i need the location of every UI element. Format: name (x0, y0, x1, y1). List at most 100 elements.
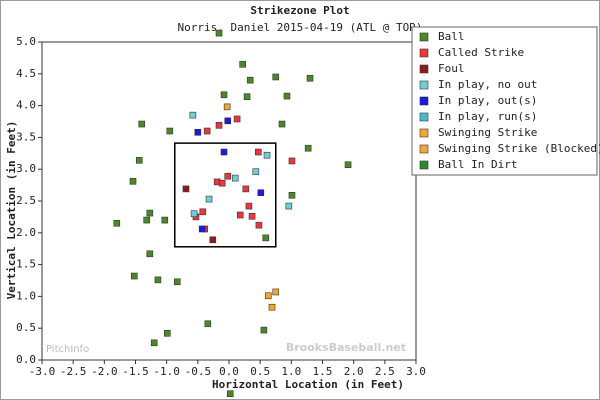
pitch-marker (190, 210, 198, 218)
plot-area (41, 41, 417, 361)
pitch-marker (242, 185, 250, 193)
x-tick-label: 1.5 (313, 365, 333, 378)
pitch-marker (262, 234, 270, 242)
y-axis-label: Vertical Location (in Feet) (5, 121, 18, 300)
chart-title: Strikezone Plot (250, 4, 349, 17)
pitch-marker (135, 156, 143, 164)
y-tick-label: 4.0 (16, 99, 36, 112)
pitch-marker (198, 225, 206, 233)
pitch-marker (113, 219, 121, 227)
x-tick-label: -1.5 (122, 365, 149, 378)
pitch-marker (138, 120, 146, 128)
pitch-marker (150, 339, 158, 347)
x-tick-label: 0.0 (219, 365, 239, 378)
legend-label: Ball (438, 30, 465, 43)
legend-label: Swinging Strike (Blocked) (438, 142, 600, 155)
pitch-marker (194, 129, 202, 136)
pitch-marker (224, 172, 232, 180)
pitch-marker (288, 191, 296, 199)
x-tick-label: 3.0 (406, 365, 426, 378)
y-tick-label: 0.0 (16, 353, 36, 366)
legend-swatch (419, 144, 429, 154)
pitch-marker (239, 60, 247, 68)
pitch-marker (223, 103, 231, 111)
pitch-marker (220, 148, 228, 156)
legend-swatch (419, 32, 429, 42)
pitch-marker (252, 168, 260, 176)
pitch-marker (233, 115, 241, 123)
pitch-marker (278, 120, 286, 128)
y-tick-label: 4.5 (16, 67, 36, 80)
pitch-marker (215, 29, 223, 37)
x-tick-label: -0.5 (185, 365, 212, 378)
pitch-marker (215, 122, 223, 129)
legend-label: In play, no out (438, 78, 537, 91)
pitch-marker (154, 276, 162, 284)
pitch-marker (166, 127, 174, 135)
legend-label: In play, run(s) (438, 110, 537, 123)
pitch-marker (224, 117, 232, 125)
pitch-marker (146, 209, 154, 217)
pitch-marker (283, 92, 291, 100)
x-axis-label: Horizontal Location (in Feet) (212, 378, 404, 391)
y-tick-label: 5.0 (16, 35, 36, 48)
watermark: PitchInfo (46, 344, 89, 355)
pitch-marker (146, 250, 154, 258)
pitch-marker (231, 174, 239, 182)
pitch-marker (304, 144, 312, 152)
pitch-marker (163, 329, 171, 337)
pitch-marker (204, 320, 212, 328)
pitch-marker (248, 212, 256, 220)
pitch-marker (236, 211, 244, 219)
legend-label: Ball In Dirt (438, 158, 517, 171)
legend-label: In play, out(s) (438, 94, 537, 107)
legend-swatch (419, 128, 429, 138)
y-tick-label: 3.5 (16, 130, 36, 143)
y-tick-label: 2.5 (16, 194, 36, 207)
legend-swatch (419, 64, 429, 74)
pitch-marker (263, 151, 271, 159)
pitch-marker (268, 303, 276, 311)
legend-swatch (419, 48, 429, 58)
y-tick-label: 2.0 (16, 226, 36, 239)
y-tick-label: 1.5 (16, 258, 36, 271)
x-tick-label: 2.0 (344, 365, 364, 378)
pitch-marker (161, 216, 169, 224)
pitch-marker (255, 221, 263, 229)
pitch-marker (257, 189, 265, 197)
pitch-marker (260, 326, 268, 334)
chart-subtitle: Norris, Daniel 2015-04-19 (ATL @ TOR) (177, 21, 422, 34)
pitch-marker (243, 93, 251, 100)
pitch-marker (272, 288, 280, 296)
pitch-marker (246, 76, 254, 84)
y-tick-label: 3.0 (16, 162, 36, 175)
pitch-marker (285, 202, 293, 210)
y-tick-label: 0.5 (16, 321, 36, 334)
pitch-marker (272, 73, 280, 81)
x-tick-label: -2.0 (91, 365, 118, 378)
pitch-marker (306, 74, 314, 82)
x-tick-label: 1.0 (281, 365, 301, 378)
pitch-marker (288, 157, 296, 165)
legend-swatch (419, 112, 429, 122)
pitch-marker (143, 216, 151, 224)
pitch-marker (264, 292, 272, 300)
x-tick-label: -2.5 (60, 365, 87, 378)
legend-label: Called Strike (438, 46, 524, 59)
pitch-marker (173, 278, 181, 286)
legend-label: Foul (438, 62, 465, 75)
pitch-marker (254, 148, 262, 156)
watermark: BrooksBaseball.net (286, 341, 406, 354)
pitch-marker (189, 111, 197, 119)
x-tick-label: 2.5 (375, 365, 395, 378)
pitch-marker (226, 390, 234, 398)
pitch-marker (130, 272, 138, 280)
pitch-marker (205, 195, 213, 203)
legend-swatch (419, 160, 429, 170)
pitch-marker (245, 202, 253, 210)
pitch-marker (199, 208, 207, 216)
pitch-marker (209, 236, 217, 244)
legend-label: Swinging Strike (438, 126, 537, 139)
pitch-marker (220, 91, 228, 99)
